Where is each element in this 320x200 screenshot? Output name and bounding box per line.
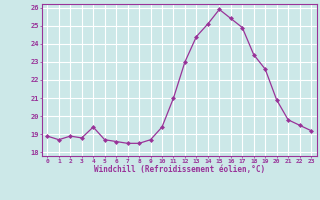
- X-axis label: Windchill (Refroidissement éolien,°C): Windchill (Refroidissement éolien,°C): [94, 165, 265, 174]
